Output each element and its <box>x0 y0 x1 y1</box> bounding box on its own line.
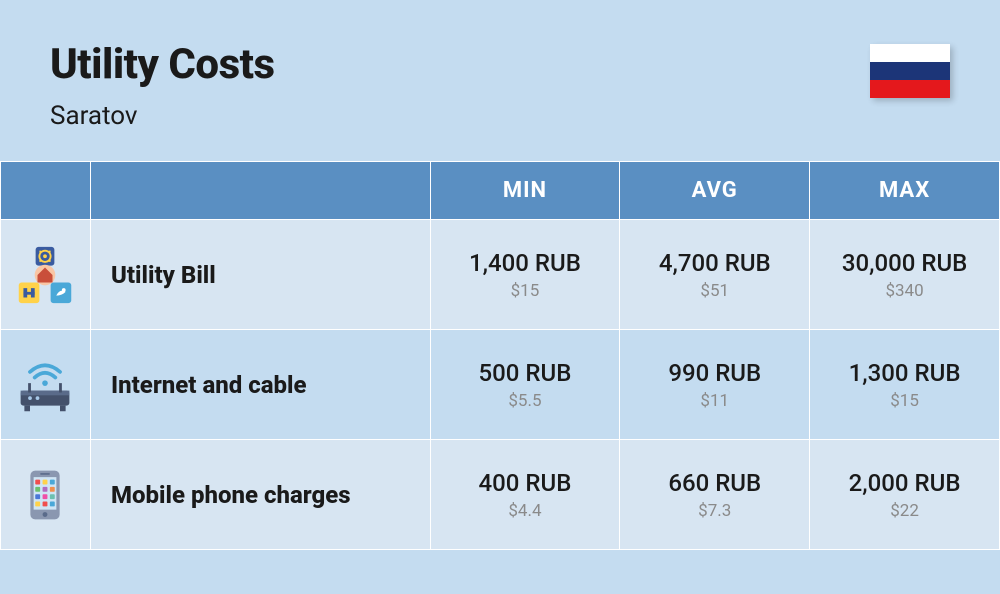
row-label: Utility Bill <box>90 220 430 330</box>
flag-stripe-red <box>870 80 950 98</box>
subtitle: Saratov <box>50 101 275 131</box>
header: Utility Costs Saratov <box>0 0 1000 161</box>
value-main: 2,000 RUB <box>820 469 989 497</box>
icon-cell <box>1 440 91 550</box>
value-sub: $15 <box>441 281 610 301</box>
cell-avg: 660 RUB $7.3 <box>620 440 810 550</box>
value-main: 500 RUB <box>441 359 610 387</box>
value-sub: $4.4 <box>441 501 610 521</box>
flag-russia <box>870 44 950 98</box>
value-main: 400 RUB <box>441 469 610 497</box>
value-main: 660 RUB <box>630 469 799 497</box>
flag-stripe-blue <box>870 62 950 80</box>
row-label: Mobile phone charges <box>90 440 430 550</box>
table-row: Utility Bill 1,400 RUB $15 4,700 RUB $51… <box>1 220 1000 330</box>
value-sub: $51 <box>630 281 799 301</box>
value-sub: $11 <box>630 391 799 411</box>
value-sub: $7.3 <box>630 501 799 521</box>
value-sub: $15 <box>820 391 989 411</box>
value-main: 1,300 RUB <box>820 359 989 387</box>
row-label: Internet and cable <box>90 330 430 440</box>
value-main: 1,400 RUB <box>441 249 610 277</box>
table-header-row: MIN AVG MAX <box>1 162 1000 220</box>
col-icon <box>1 162 91 220</box>
icon-cell <box>1 330 91 440</box>
cell-min: 500 RUB $5.5 <box>430 330 620 440</box>
cell-min: 1,400 RUB $15 <box>430 220 620 330</box>
cell-avg: 4,700 RUB $51 <box>620 220 810 330</box>
page-title: Utility Costs <box>50 40 275 89</box>
col-max: MAX <box>810 162 1000 220</box>
value-main: 4,700 RUB <box>630 249 799 277</box>
col-label <box>90 162 430 220</box>
utility-icon <box>13 243 77 307</box>
title-block: Utility Costs Saratov <box>50 40 275 131</box>
value-sub: $5.5 <box>441 391 610 411</box>
table-row: Mobile phone charges 400 RUB $4.4 660 RU… <box>1 440 1000 550</box>
value-main: 990 RUB <box>630 359 799 387</box>
cell-avg: 990 RUB $11 <box>620 330 810 440</box>
costs-table: MIN AVG MAX <box>0 161 1000 550</box>
value-sub: $340 <box>820 281 989 301</box>
phone-icon <box>13 463 77 527</box>
col-avg: AVG <box>620 162 810 220</box>
table-row: Internet and cable 500 RUB $5.5 990 RUB … <box>1 330 1000 440</box>
col-min: MIN <box>430 162 620 220</box>
value-main: 30,000 RUB <box>820 249 989 277</box>
cell-max: 2,000 RUB $22 <box>810 440 1000 550</box>
cell-max: 30,000 RUB $340 <box>810 220 1000 330</box>
value-sub: $22 <box>820 501 989 521</box>
router-icon <box>13 353 77 417</box>
cell-min: 400 RUB $4.4 <box>430 440 620 550</box>
icon-cell <box>1 220 91 330</box>
flag-stripe-white <box>870 44 950 62</box>
cell-max: 1,300 RUB $15 <box>810 330 1000 440</box>
